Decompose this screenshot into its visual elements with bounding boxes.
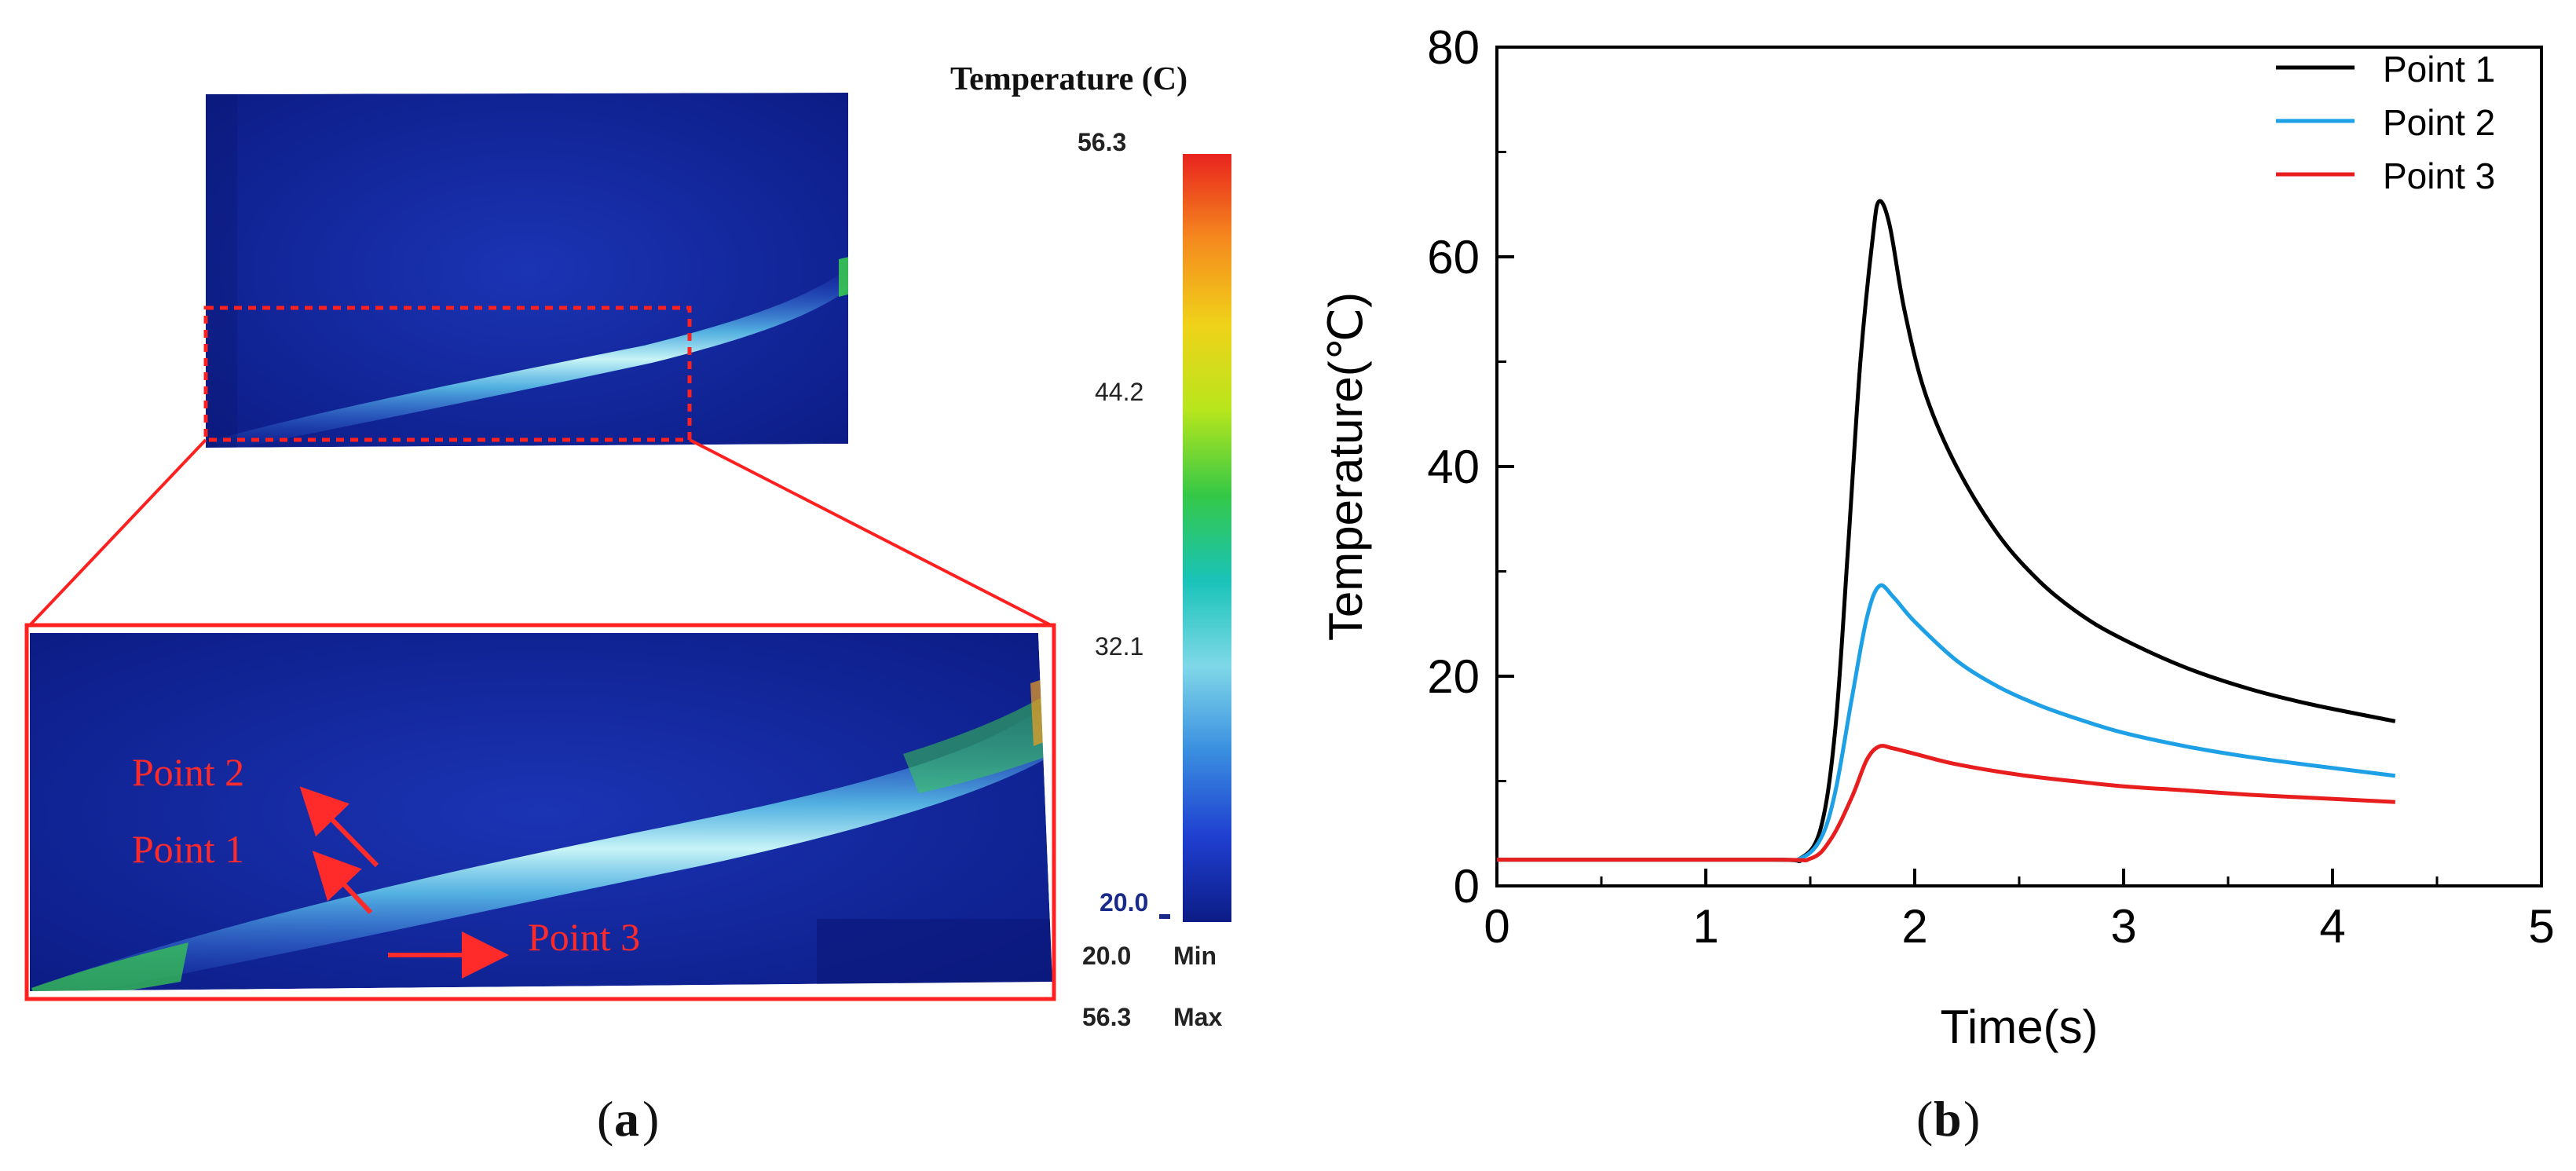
min-marker [1159, 914, 1170, 919]
x-tick-label: 4 [2319, 900, 2345, 953]
x-tick-label: 3 [2110, 900, 2136, 953]
y-tick-label: 60 [1427, 231, 1480, 284]
x-tick-label: 1 [1692, 900, 1718, 953]
chart-lines [1496, 199, 2396, 864]
annotation-point2: Point 2 [132, 750, 244, 794]
x-axis-label: Time(s) [1940, 1001, 2098, 1053]
legend-label-point-3: Point 3 [2383, 156, 2495, 196]
legend-tick-label: 44.2 [1095, 378, 1143, 406]
legend-max-value: 56.3 [1082, 1003, 1131, 1031]
y-axis-label: Temperature(℃) [1319, 292, 1372, 641]
axis-tick-labels: 0 1 2 3 4 5 0 20 40 60 80 [1427, 21, 2554, 953]
arrow-point1 [312, 851, 373, 915]
legend-min-label: 20.0 [1100, 888, 1148, 917]
caption-open: ( [1916, 1091, 1933, 1147]
arrow-point2 [299, 786, 379, 868]
legend-label-point-1: Point 1 [2383, 49, 2495, 90]
x-tick-label: 2 [1901, 900, 1927, 953]
zoom-heat-band [31, 699, 1052, 991]
legend-title: Temperature (C) [950, 61, 1187, 97]
caption-open: ( [597, 1091, 613, 1147]
legend-max-text: Max [1173, 1003, 1222, 1031]
series-line-point-1 [1496, 199, 2396, 864]
zoomed-frame [24, 623, 1056, 1001]
legend-tick-label: 32.1 [1095, 632, 1143, 661]
chart-legend: Point 1 Point 2 Point 3 [2276, 49, 2495, 196]
annotation-point1: Point 1 [132, 827, 244, 871]
panel-b: 0 1 2 3 4 5 0 20 40 60 80 Time(s) Temperature(℃) P… [1319, 21, 2555, 1147]
legend-label-point-2: Point 2 [2383, 102, 2495, 143]
highlight-region [203, 306, 692, 442]
x-tick-label: 0 [1484, 900, 1509, 953]
colorbar [1183, 154, 1231, 922]
zoom-connector-left [28, 438, 207, 627]
top-surface-view [206, 93, 848, 448]
caption-close: ) [1963, 1091, 1980, 1147]
y-tick-label: 20 [1427, 650, 1480, 703]
caption-a: a [614, 1091, 639, 1147]
series-line-point-3 [1496, 744, 2395, 863]
zoom-connector-right [689, 438, 1052, 627]
y-tick-label: 40 [1427, 441, 1480, 493]
annotation-point3: Point 3 [528, 915, 640, 959]
caption-close: ) [642, 1091, 659, 1147]
panel-a: Point 2 Point 1 Point 3 Temperature (C) … [24, 61, 1231, 1147]
caption-b: b [1934, 1091, 1962, 1147]
plot-area [1495, 46, 2543, 887]
axis-ticks [1495, 46, 2543, 887]
legend-min-value: 20.0 [1082, 942, 1131, 970]
legend-max-label: 56.3 [1078, 128, 1126, 156]
legend-min-text: Min [1173, 942, 1217, 970]
top-heat-band [214, 267, 848, 448]
y-tick-label: 0 [1454, 860, 1480, 913]
y-tick-label: 80 [1427, 21, 1480, 74]
x-tick-label: 5 [2528, 900, 2554, 953]
